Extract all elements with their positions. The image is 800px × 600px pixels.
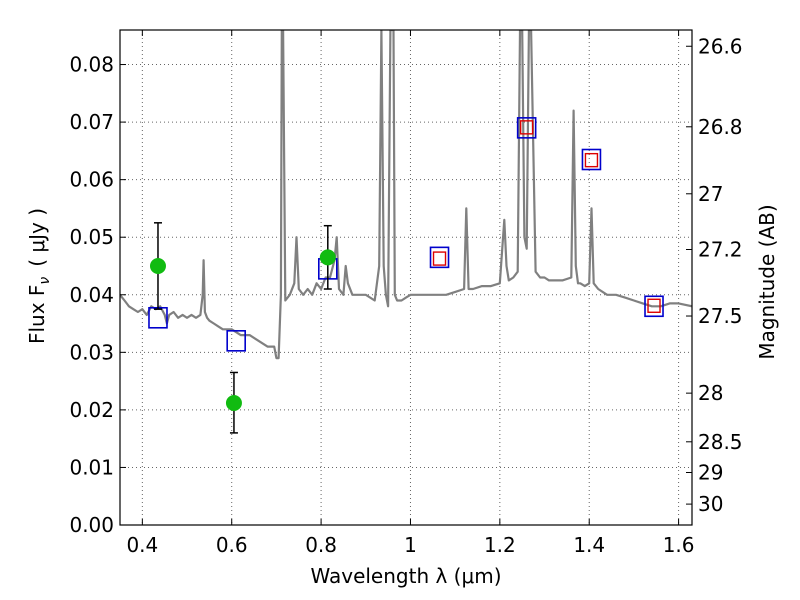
y-tick-label: 0.08 (69, 53, 114, 77)
x-tick-label: 1 (404, 533, 417, 557)
x-tick-label: 1.6 (663, 533, 695, 557)
x-tick-label: 0.8 (305, 533, 337, 557)
x-tick-label: 0.4 (126, 533, 158, 557)
y-tick-label: 0.01 (69, 455, 114, 479)
model-spectrum-line (120, 30, 692, 360)
observed-flux-point (319, 249, 336, 266)
plot-area (120, 30, 692, 434)
y-tick-label: 0.06 (69, 168, 114, 192)
y-tick-label: 0.02 (69, 398, 114, 422)
model-band-flux-square (226, 330, 246, 352)
observed-flux-point (149, 257, 166, 274)
red-band-flux-square (519, 120, 534, 135)
plot-frame (119, 29, 693, 526)
mag-tick-label: 30 (698, 492, 723, 516)
model-band-flux-square (516, 117, 537, 139)
mag-tick-label: 27.5 (698, 304, 743, 328)
x-tick-label: 1.2 (484, 533, 516, 557)
x-axis-title: Wavelength λ (μm) (310, 564, 501, 588)
red-band-flux-square (432, 251, 447, 266)
y-axis-title-unit: ( μJy ) (25, 208, 49, 267)
y-tick-label: 0.00 (69, 513, 114, 537)
mag-tick-label: 28.5 (698, 430, 743, 454)
mag-tick-label: 27.2 (698, 238, 743, 262)
y-axis-title: Flux Fν ( μJy ) (25, 208, 53, 344)
mag-tick-label: 29 (698, 461, 723, 485)
y2-axis-title: Magnitude (AB) (755, 204, 779, 359)
x-tick-label: 1.4 (573, 533, 605, 557)
y-tick-label: 0.03 (69, 340, 114, 364)
red-band-flux-square (647, 298, 661, 313)
red-band-flux-square (584, 152, 599, 168)
y-tick-label: 0.07 (69, 110, 114, 134)
grid-layer (120, 30, 692, 525)
mag-tick-label: 26.6 (698, 34, 743, 58)
y-axis-title-sub: ν (37, 277, 53, 285)
mag-tick-label: 26.8 (698, 115, 743, 139)
y-tick-label: 0.05 (69, 225, 114, 249)
x-tick-label: 0.6 (216, 533, 248, 557)
model-band-flux-square (148, 306, 168, 329)
y-tick-label: 0.04 (69, 283, 114, 307)
model-band-flux-square (581, 148, 602, 171)
model-band-flux-square (429, 246, 450, 269)
ticks-layer: 0.4 0.6 0.8 1 1.2 1.4 1.6 0.00 0.01 0.02 0.03 0.04 0… (69, 30, 743, 557)
y-axis-title-main: Flux F (25, 285, 49, 344)
mag-tick-label: 27 (698, 182, 723, 206)
model-band-flux-square (644, 295, 664, 318)
observed-flux-point (225, 394, 242, 411)
mag-tick-label: 28 (698, 381, 723, 405)
